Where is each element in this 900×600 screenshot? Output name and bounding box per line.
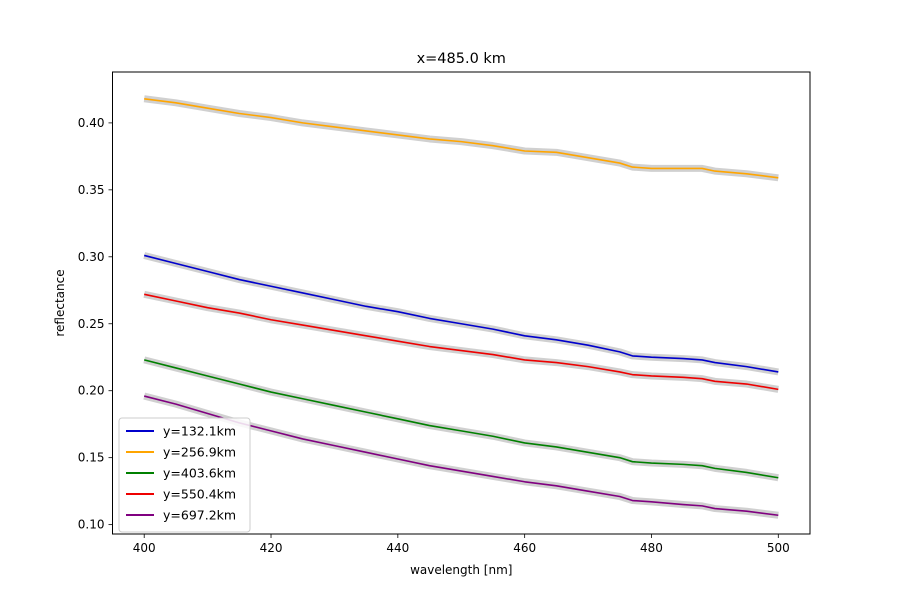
legend-label-0: y=132.1km (163, 424, 236, 439)
y-tick-label: 0.15 (78, 451, 105, 465)
legend-label-2: y=403.6km (163, 466, 236, 481)
series-lines (144, 97, 779, 517)
legend-box (118, 417, 251, 533)
series-line-2 (144, 359, 779, 479)
x-tick-label: 460 (513, 541, 536, 555)
legend-label-4: y=697.2km (163, 508, 236, 523)
chart-title: x=485.0 km (417, 51, 506, 67)
y-tick-label: 0.25 (78, 317, 105, 331)
x-tick-label: 440 (386, 541, 409, 555)
series-line-0 (144, 254, 779, 373)
series-line-1 (144, 97, 779, 179)
series-line-4 (144, 395, 779, 517)
legend: y=132.1km y=256.9km y=403.6km y=550.4km y=69… (118, 417, 251, 533)
y-tick-label: 0.10 (78, 518, 105, 532)
plot-frame (112, 71, 811, 535)
y-tick-label: 0.40 (78, 116, 105, 130)
legend-label-3: y=550.4km (163, 487, 236, 502)
series-line-3 (144, 293, 779, 391)
x-tick-label: 420 (260, 541, 283, 555)
x-axis-ticks: 400 420 440 460 480 500 (133, 534, 790, 555)
x-tick-label: 500 (767, 541, 790, 555)
y-tick-label: 0.30 (78, 250, 105, 264)
y-tick-label: 0.35 (78, 183, 105, 197)
y-axis-label: reflectance (53, 269, 67, 336)
x-tick-label: 480 (640, 541, 663, 555)
x-tick-label: 400 (133, 541, 156, 555)
y-axis-ticks: 0.10 0.15 0.20 0.25 0.30 0.35 0.40 (78, 116, 113, 532)
x-axis-label: wavelength [nm] (410, 563, 512, 577)
legend-label-1: y=256.9km (163, 445, 236, 460)
y-tick-label: 0.20 (78, 384, 105, 398)
